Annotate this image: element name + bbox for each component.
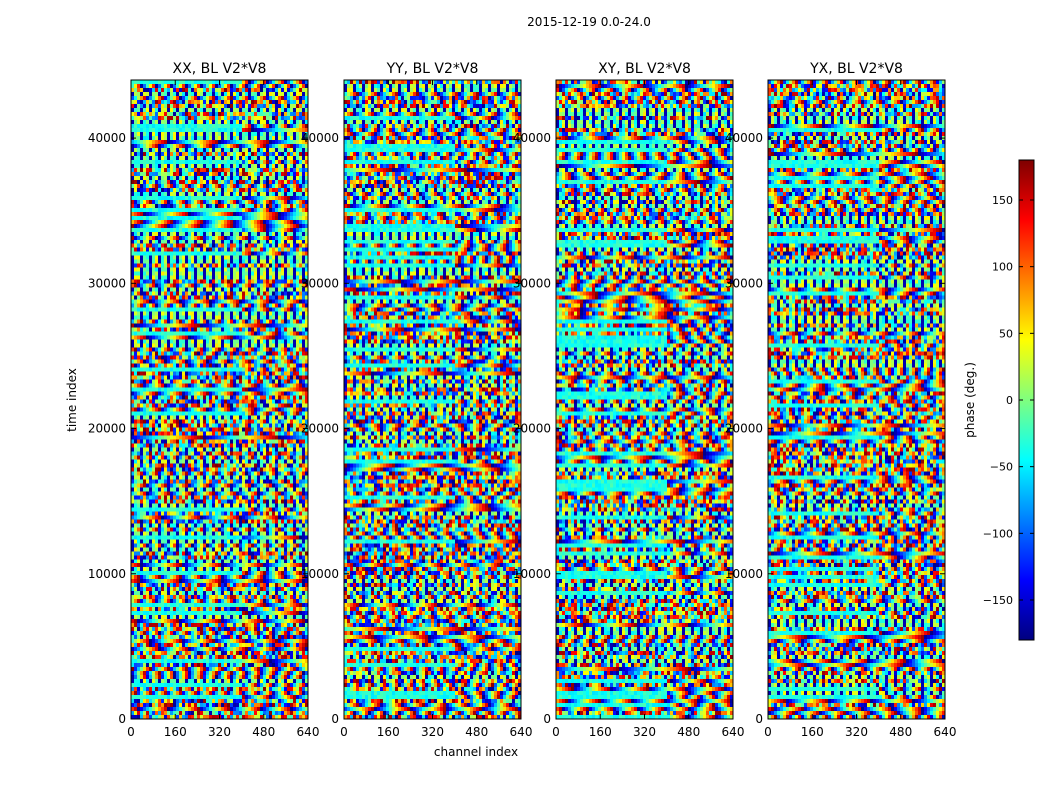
y-tick-label: 20000 [513, 422, 551, 436]
panel-2: YY, BL V2*V8 0 160 320 480 640 0 10000 20000 3000… [301, 61, 533, 739]
colorbar-tick-label: −150 [983, 594, 1013, 607]
x-tick-label: 160 [164, 725, 187, 739]
y-tick-label: 10000 [301, 567, 339, 581]
x-tick-label: 320 [208, 725, 231, 739]
colorbar-label: phase (deg.) [963, 362, 977, 438]
y-tick-label: 10000 [88, 567, 126, 581]
x-tick-label: 0 [127, 725, 135, 739]
panel-title: XY, BL V2*V8 [598, 61, 691, 77]
y-tick-label: 20000 [725, 422, 763, 436]
colorbar-tick-label: 50 [999, 327, 1013, 340]
y-tick-label: 20000 [301, 422, 339, 436]
y-tick-label: 30000 [301, 276, 339, 290]
x-tick-label: 480 [465, 725, 488, 739]
y-tick-label: 40000 [88, 131, 126, 145]
panel-title: XX, BL V2*V8 [173, 61, 267, 77]
x-tick-label: 160 [589, 725, 612, 739]
panel-heatmap [768, 80, 945, 719]
colorbar-tick-label: −50 [990, 461, 1013, 474]
y-tick-label: 30000 [725, 276, 763, 290]
x-tick-label: 0 [764, 725, 772, 739]
panel-heatmap [344, 80, 521, 719]
y-tick-label: 40000 [301, 131, 339, 145]
y-axis-label: time index [65, 368, 79, 432]
colorbar: −150 −100 −50 0 50 100 150 phase (deg.) [963, 159, 1035, 641]
panel-heatmap [556, 80, 733, 719]
panel-heatmap [131, 80, 308, 719]
x-tick-label: 640 [934, 725, 957, 739]
x-tick-label: 320 [633, 725, 656, 739]
y-tick-label: 40000 [725, 131, 763, 145]
x-tick-label: 160 [801, 725, 824, 739]
x-tick-label: 480 [889, 725, 912, 739]
x-tick-label: 320 [845, 725, 868, 739]
y-tick-label: 0 [331, 712, 339, 726]
figure-title: 2015-12-19 0.0-24.0 [527, 15, 651, 29]
colorbar-ticks: −150 −100 −50 0 50 100 150 [983, 194, 1034, 607]
panel-3: XY, BL V2*V8 0 160 320 480 640 0 10000 20000 3000… [513, 61, 745, 739]
panel-title: YX, BL V2*V8 [809, 61, 903, 77]
y-tick-label: 40000 [513, 131, 551, 145]
panel-1: XX, BL V2*V8 0 160 320 480 640 0 10000 20000 3000… [88, 61, 320, 739]
x-tick-label: 160 [377, 725, 400, 739]
y-tick-label: 0 [543, 712, 551, 726]
colorbar-tick-label: 100 [992, 261, 1013, 274]
y-tick-label: 30000 [88, 276, 126, 290]
x-tick-label: 640 [510, 725, 533, 739]
panel-4: YX, BL V2*V8 0 160 320 480 640 0 10000 20000 3000… [725, 61, 957, 739]
colorbar-tick-label: 150 [992, 194, 1013, 207]
y-tick-label: 30000 [513, 276, 551, 290]
panels-group: XX, BL V2*V8 0 160 320 480 640 0 10000 20000 3000… [88, 61, 957, 739]
x-tick-label: 640 [297, 725, 320, 739]
x-tick-label: 320 [421, 725, 444, 739]
x-tick-label: 480 [677, 725, 700, 739]
panel-title: YY, BL V2*V8 [386, 61, 479, 77]
y-tick-label: 0 [118, 712, 126, 726]
x-tick-label: 0 [340, 725, 348, 739]
y-tick-label: 10000 [513, 567, 551, 581]
y-tick-label: 10000 [725, 567, 763, 581]
x-tick-label: 480 [252, 725, 275, 739]
colorbar-tick-label: −100 [983, 527, 1013, 540]
x-tick-label: 0 [552, 725, 560, 739]
y-tick-label: 0 [755, 712, 763, 726]
y-tick-label: 20000 [88, 422, 126, 436]
x-axis-label: channel index [434, 745, 518, 759]
x-tick-label: 640 [722, 725, 745, 739]
colorbar-tick-label: 0 [1006, 394, 1013, 407]
